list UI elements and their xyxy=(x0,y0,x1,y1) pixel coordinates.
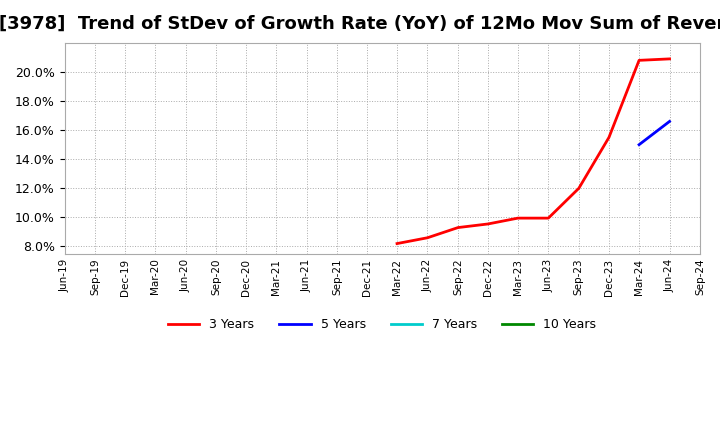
Title: [3978]  Trend of StDev of Growth Rate (YoY) of 12Mo Mov Sum of Revenues: [3978] Trend of StDev of Growth Rate (Yo… xyxy=(0,15,720,33)
Legend: 3 Years, 5 Years, 7 Years, 10 Years: 3 Years, 5 Years, 7 Years, 10 Years xyxy=(163,313,601,336)
